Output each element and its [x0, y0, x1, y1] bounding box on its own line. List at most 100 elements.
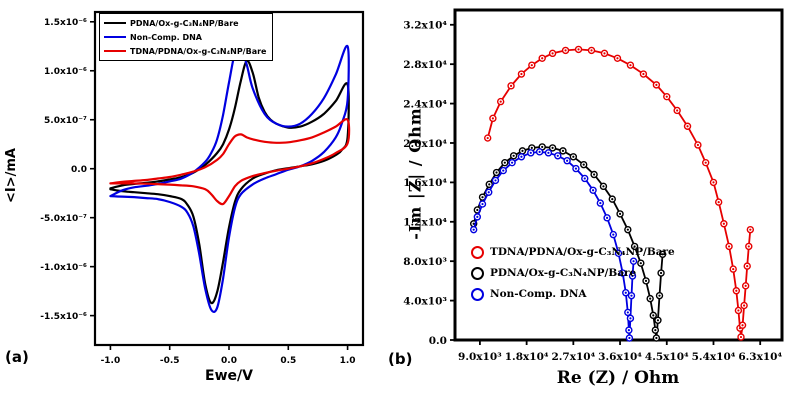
nyquist-data-point-dot	[520, 155, 523, 158]
nyquist-data-point-dot	[541, 145, 544, 149]
nyquist-x-tick-label: 4.5x10⁴	[645, 351, 689, 363]
cv-legend-item: TDNA/PDNA/Ox-g-C₃N₄NP/Bare	[104, 45, 266, 57]
nyquist-data-point-dot	[566, 159, 569, 162]
nyquist-data-point-dot	[744, 284, 747, 287]
nyquist-data-point-dot	[582, 163, 585, 166]
nyquist-data-point-dot	[472, 222, 475, 225]
nyquist-data-point-dot	[654, 329, 657, 332]
nyquist-data-point-dot	[488, 183, 491, 186]
cv-y-tick-label: 1.5x10⁻⁶	[44, 18, 87, 28]
cv-x-tick-label: -0.5	[160, 356, 180, 366]
nyquist-data-point-dot	[632, 260, 635, 263]
nyquist-data-point-dot	[494, 179, 497, 182]
nyquist-data-point-dot	[717, 200, 720, 204]
legend-marker-red	[471, 245, 484, 259]
nyquist-data-point-dot	[547, 151, 550, 154]
nyquist-data-point-dot	[530, 64, 533, 67]
nyquist-data-point-dot	[520, 72, 523, 76]
nyquist-data-point-dot	[626, 228, 629, 231]
nyquist-chart: 9.0x10³ 1.8x10⁴ 2.7x10⁴ 3.6x10⁴ 4.5x10⁴ 5.4x1…	[403, 8, 784, 363]
nyquist-data-point-dot	[624, 291, 627, 294]
nyquist-y-tick-label: 1.6x10⁴	[403, 177, 447, 189]
nyquist-y-tick-label: 2.8x10⁴	[403, 59, 447, 71]
nyquist-data-point-dot	[551, 146, 554, 150]
nyquist-data-point-dot	[509, 84, 513, 87]
nyquist-y-tick-label: 0.0	[429, 335, 447, 347]
nyquist-data-point-dot	[655, 336, 658, 340]
nyquist-data-point-dot	[659, 271, 663, 275]
nyquist-data-point-dot	[499, 100, 502, 103]
nyquist-data-point-dot	[712, 181, 715, 184]
nyquist-data-point-dot	[631, 274, 634, 278]
nyquist-legend-item: Non-Comp. DNA	[471, 286, 675, 302]
nyquist-y-tick-label: 2.0x10⁴	[403, 138, 447, 150]
legend-line-swatch-red	[104, 50, 126, 52]
nyquist-data-point-dot	[739, 335, 743, 339]
nyquist-data-point-dot	[686, 125, 689, 128]
nyquist-data-point-dot	[593, 173, 596, 176]
nyquist-x-axis-label: Re (Z) / Ohm	[556, 368, 680, 388]
nyquist-data-point-dot	[722, 222, 725, 225]
nyquist-data-point-dot	[538, 150, 541, 153]
nyquist-data-point-dot	[590, 49, 593, 52]
cv-x-tick-label: 0.0	[221, 356, 237, 366]
legend-marker-black	[471, 266, 484, 280]
nyquist-data-point-dot	[611, 198, 614, 201]
nyquist-data-point-dot	[616, 57, 619, 60]
nyquist-data-point-dot	[644, 279, 648, 282]
nyquist-data-point-dot	[617, 252, 620, 255]
cv-x-tick-label: -1.0	[101, 356, 121, 366]
nyquist-data-point-dot	[491, 117, 494, 120]
nyquist-y-tick-label: 4.0x10³	[403, 295, 447, 307]
nyquist-data-point-dot	[476, 215, 479, 218]
nyquist-data-point-dot	[746, 265, 749, 268]
nyquist-data-point-dot	[676, 109, 679, 112]
nyquist-data-point-dot	[627, 329, 630, 332]
cv-y-tick-label: 0.0	[71, 165, 87, 175]
nyquist-data-point-dot	[556, 154, 559, 157]
cv-y-tick-label: 1.0x10⁻⁶	[44, 67, 87, 77]
nyquist-data-point-dot	[476, 208, 479, 212]
nyquist-data-point-dot	[574, 167, 578, 170]
nyquist-y-tick-label: 8.0x10³	[403, 256, 447, 268]
nyquist-y-axis-label: -Im |Z| / Ohm	[405, 107, 425, 240]
nyquist-data-point-dot	[652, 314, 655, 317]
nyquist-data-point-dot	[642, 72, 645, 76]
panel-a-label: (a)	[5, 348, 29, 366]
cv-y-tick-label: -5.0x10⁻⁷	[40, 214, 87, 224]
nyquist-data-point-dot	[628, 336, 631, 340]
nyquist-legend-label-pdna: PDNA/Ox-g-C₃N₄NP/Bare	[490, 267, 637, 279]
nyquist-data-point-dot	[602, 185, 605, 188]
nyquist-data-point-dot	[747, 245, 750, 248]
cv-legend-label-pdna: PDNA/Ox-g-C₃N₄NP/Bare	[130, 18, 239, 28]
cv-series	[109, 118, 351, 206]
nyquist-x-tick-label: 2.7x10⁴	[551, 351, 595, 363]
nyquist-legend-item: TDNA/PDNA/Ox-g-C₃N₄NP/Bare	[471, 244, 675, 260]
nyquist-data-point-dot	[621, 271, 624, 275]
cv-x-tick-label: 0.5	[280, 356, 296, 366]
nyquist-data-point-dot	[564, 49, 567, 52]
panel-b-label: (b)	[388, 350, 413, 368]
nyquist-x-tick-label: 9.0x10³	[458, 351, 502, 363]
nyquist-data-point-dot	[603, 52, 606, 55]
cv-series	[109, 44, 350, 313]
nyquist-data-point-dot	[741, 324, 744, 327]
nyquist-data-point-dot	[629, 317, 632, 320]
nyquist-data-point-dot	[502, 169, 505, 172]
cv-legend-item: PDNA/Ox-g-C₃N₄NP/Bare	[104, 17, 266, 29]
nyquist-data-point-dot	[486, 136, 489, 140]
nyquist-series	[472, 146, 664, 339]
nyquist-data-point-dot	[732, 267, 735, 271]
cv-y-axis-label: <I>/mA	[3, 148, 19, 203]
nyquist-data-point-dot	[649, 297, 652, 300]
cv-legend: PDNA/Ox-g-C₃N₄NP/Bare Non-Comp. DNA TDNA…	[99, 13, 274, 61]
panel-a-cv: -1.0 -0.5 0.0 0.5 1.0 1.5x10⁻⁶ 1.0x10⁻⁶ 5.0x10⁻…	[0, 0, 385, 403]
nyquist-data-point-dot	[656, 319, 660, 322]
cv-legend-label-tdna: TDNA/PDNA/Ox-g-C₃N₄NP/Bare	[130, 46, 267, 56]
cv-legend-label-noncomp: Non-Comp. DNA	[130, 32, 202, 42]
legend-line-swatch-blue	[104, 36, 126, 38]
nyquist-legend-label-noncomp: Non-Comp. DNA	[490, 288, 587, 300]
cv-y-tick-label: 5.0x10⁻⁷	[44, 116, 87, 126]
nyquist-data-point-dot	[561, 149, 565, 152]
